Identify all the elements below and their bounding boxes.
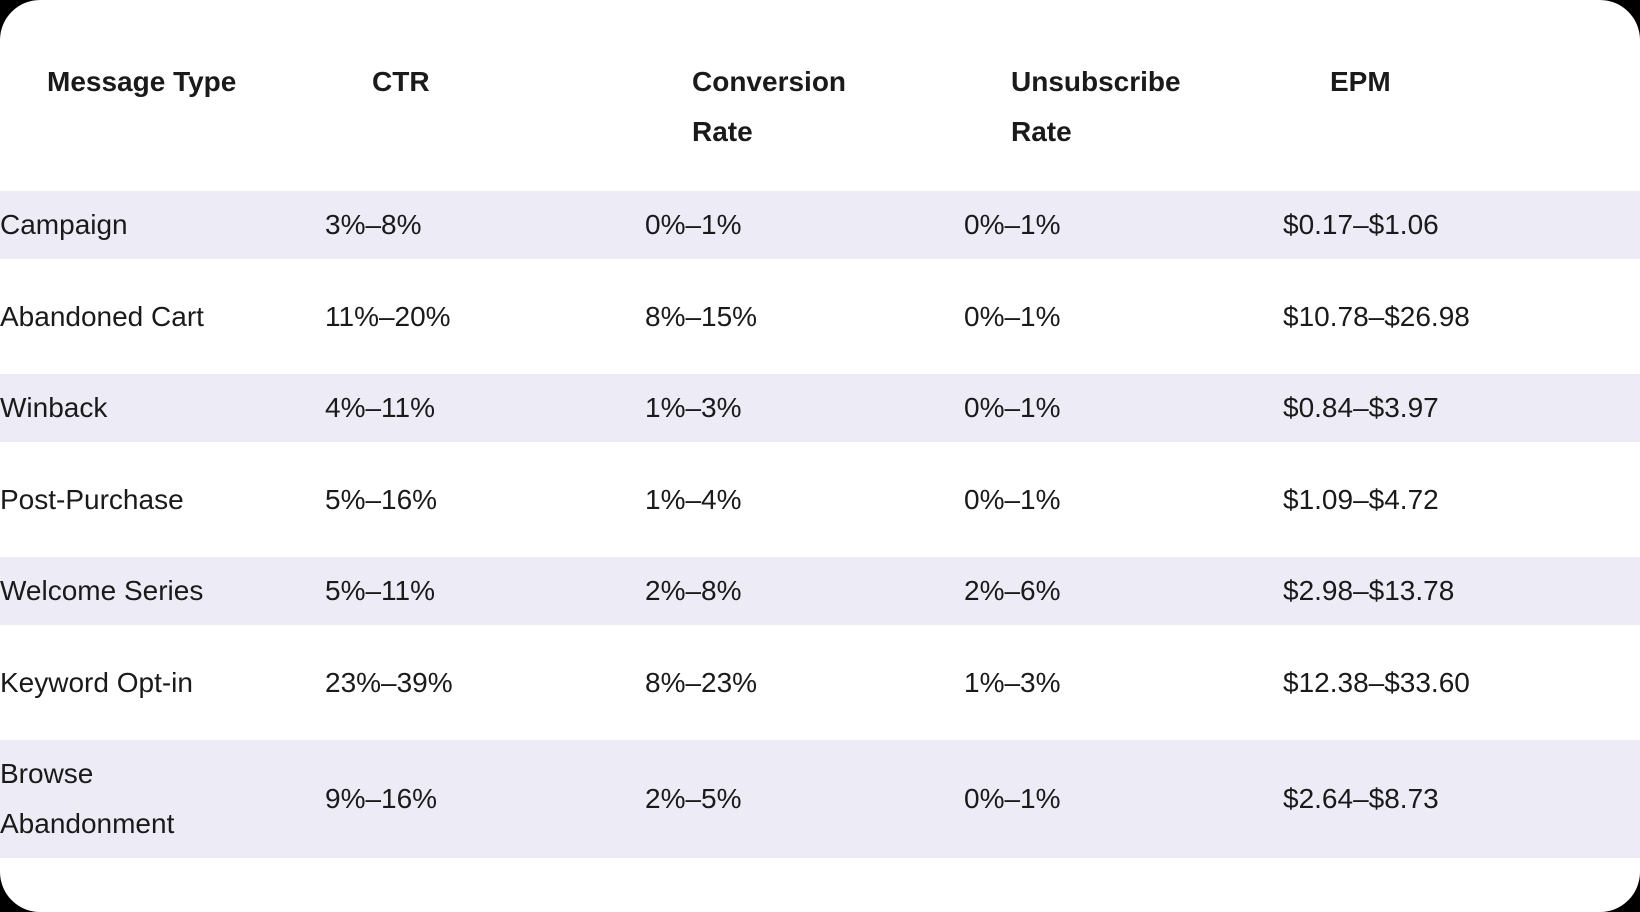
table-row: Campaign 3%–8% 0%–1% 0%–1% $0.17–$1.06	[0, 191, 1640, 259]
table-cell-conversion-rate: 8%–23%	[645, 666, 758, 698]
table-cell-unsubscribe-rate: 0%–1%	[964, 209, 1061, 240]
table-cell-epm: $0.84–$3.97	[1283, 392, 1439, 423]
column-header-message-type: Message Type	[47, 66, 237, 97]
column-header-conversion-rate: Conversion Rate	[692, 66, 847, 147]
table-cell-conversion-rate: 8%–15%	[645, 300, 758, 332]
table-cell-message-type: Abandoned Cart	[0, 300, 204, 332]
table-cell-epm: $2.98–$13.78	[1283, 575, 1455, 606]
table-row: Welcome Series 5%–11% 2%–8% 2%–6% $2.98–…	[0, 557, 1640, 625]
table-cell-epm: $2.64–$8.73	[1283, 783, 1439, 814]
table-cell-unsubscribe-rate: 0%–1%	[964, 483, 1061, 515]
table-cell-epm: $1.09–$4.72	[1283, 483, 1439, 515]
table-cell-epm: $0.17–$1.06	[1283, 209, 1439, 240]
table-row: Keyword Opt-in 23%–39% 8%–23% 1%–3% $12.…	[0, 649, 1640, 717]
table-row: Abandoned Cart 11%–20% 8%–15% 0%–1% $10.…	[0, 283, 1640, 351]
table-cell-conversion-rate: 1%–3%	[645, 392, 742, 423]
table-cell-ctr: 5%–16%	[325, 483, 438, 515]
table-cell-ctr: 11%–20%	[325, 300, 451, 332]
table-row: Winback 4%–11% 1%–3% 0%–1% $0.84–$3.97	[0, 374, 1640, 442]
table-cell-unsubscribe-rate: 1%–3%	[964, 666, 1061, 698]
table-cell-message-type: Winback	[0, 392, 108, 423]
column-header-unsubscribe-rate: Unsubscribe Rate	[1011, 66, 1181, 147]
table-cell-message-type: Campaign	[0, 209, 128, 240]
column-header-ctr: CTR	[372, 66, 430, 97]
table-cell-message-type: Post-Purchase	[0, 483, 184, 515]
table-cell-conversion-rate: 2%–5%	[645, 783, 742, 814]
table-cell-ctr: 9%–16%	[325, 783, 438, 814]
table-cell-unsubscribe-rate: 0%–1%	[964, 783, 1061, 814]
table-cell-ctr: 3%–8%	[325, 209, 422, 240]
table-cell-unsubscribe-rate: 2%–6%	[964, 575, 1061, 606]
table-row: Post-Purchase 5%–16% 1%–4% 0%–1% $1.09–$…	[0, 466, 1640, 534]
table-cell-message-type: Browse Abandonment	[0, 758, 175, 839]
column-header-epm: EPM	[1330, 66, 1391, 97]
table-cell-epm: $10.78–$26.98	[1283, 300, 1470, 332]
table-cell-epm: $12.38–$33.60	[1283, 666, 1470, 698]
table-cell-conversion-rate: 1%–4%	[645, 483, 742, 515]
table-cell-unsubscribe-rate: 0%–1%	[964, 392, 1061, 423]
table-cell-ctr: 23%–39%	[325, 666, 453, 698]
table-cell-unsubscribe-rate: 0%–1%	[964, 300, 1061, 332]
table-row: Browse Abandonment 9%–16% 2%–5% 0%–1% $2…	[0, 740, 1640, 858]
table-cell-ctr: 4%–11%	[325, 392, 436, 423]
table-header-row: Message Type CTR Conversion Rate Unsubsc…	[0, 57, 1640, 157]
table-cell-message-type: Keyword Opt-in	[0, 666, 193, 698]
table-cell-ctr: 5%–11%	[325, 575, 436, 606]
table-cell-conversion-rate: 0%–1%	[645, 209, 742, 240]
table-cell-conversion-rate: 2%–8%	[645, 575, 742, 606]
table-cell-message-type: Welcome Series	[0, 575, 204, 606]
